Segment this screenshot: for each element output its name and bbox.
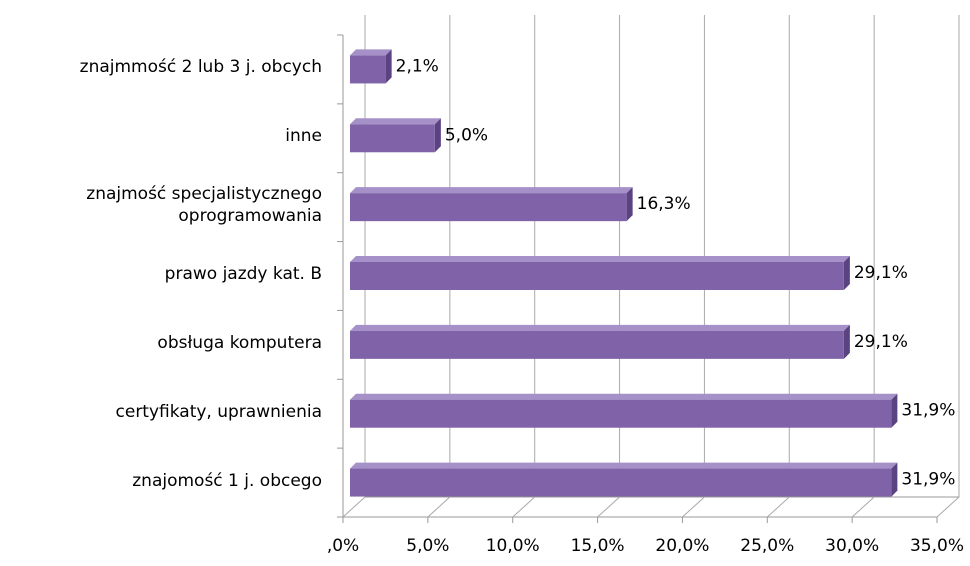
bar [350, 262, 844, 290]
x-tick-label: 30,0% [825, 536, 879, 556]
bar-top [350, 118, 441, 125]
bar-top [350, 393, 898, 400]
bar [350, 124, 435, 153]
x-tick-label: 15,0% [571, 536, 625, 556]
x-tick-label: 35,0% [910, 536, 964, 556]
grid-line [682, 15, 705, 518]
y-tick-label: prawo jazdy kat. B [164, 264, 322, 284]
value-label: 29,1% [854, 263, 908, 283]
value-label: 29,1% [854, 332, 908, 352]
grid-line [427, 15, 451, 518]
y-tick-label: certyfikaty, uprawnienia [115, 401, 322, 422]
bar [350, 330, 844, 359]
grid-line [597, 15, 621, 518]
value-label: 31,9% [901, 401, 955, 421]
y-tick-label: znajomość 1 j. obcego [132, 470, 322, 491]
bar-side [434, 118, 441, 153]
value-label: 31,9% [901, 470, 955, 490]
grid-line [342, 15, 366, 518]
grid-line [936, 15, 960, 518]
x-tick-label: 25,0% [740, 536, 794, 556]
bar-side [891, 462, 898, 497]
x-tick-label: 5,0% [406, 536, 449, 556]
bar-side [843, 324, 850, 359]
value-label: 16,3% [637, 194, 691, 214]
x-tick-label: 10,0% [486, 536, 540, 556]
bar-top [350, 462, 898, 469]
grid-line [851, 15, 875, 518]
grid-line [512, 15, 536, 518]
bar-top [350, 324, 850, 331]
bar-side [626, 187, 633, 222]
bar-side [843, 256, 850, 290]
bar [350, 55, 386, 84]
y-tick-label: obsługa komputera [157, 332, 322, 353]
bar-side [891, 393, 898, 428]
bar-top [350, 187, 633, 194]
bar [350, 399, 892, 428]
y-tick-label: inne [285, 126, 322, 147]
bar [350, 468, 892, 497]
bar-top [350, 49, 392, 56]
x-tick-label: 20,0% [655, 536, 709, 556]
grid-line [766, 15, 790, 518]
value-label: 2,1% [396, 56, 439, 76]
y-tick-label: znajmmość 2 lub 3 j. obcych [79, 57, 322, 78]
bar-top [350, 256, 850, 262]
value-label: 5,0% [445, 125, 488, 145]
bar [350, 193, 627, 222]
bar-side [385, 49, 392, 84]
y-tick-label: znajmość specjalistycznego oprogramowani… [86, 184, 322, 227]
x-tick-label: ,0% [327, 536, 359, 556]
